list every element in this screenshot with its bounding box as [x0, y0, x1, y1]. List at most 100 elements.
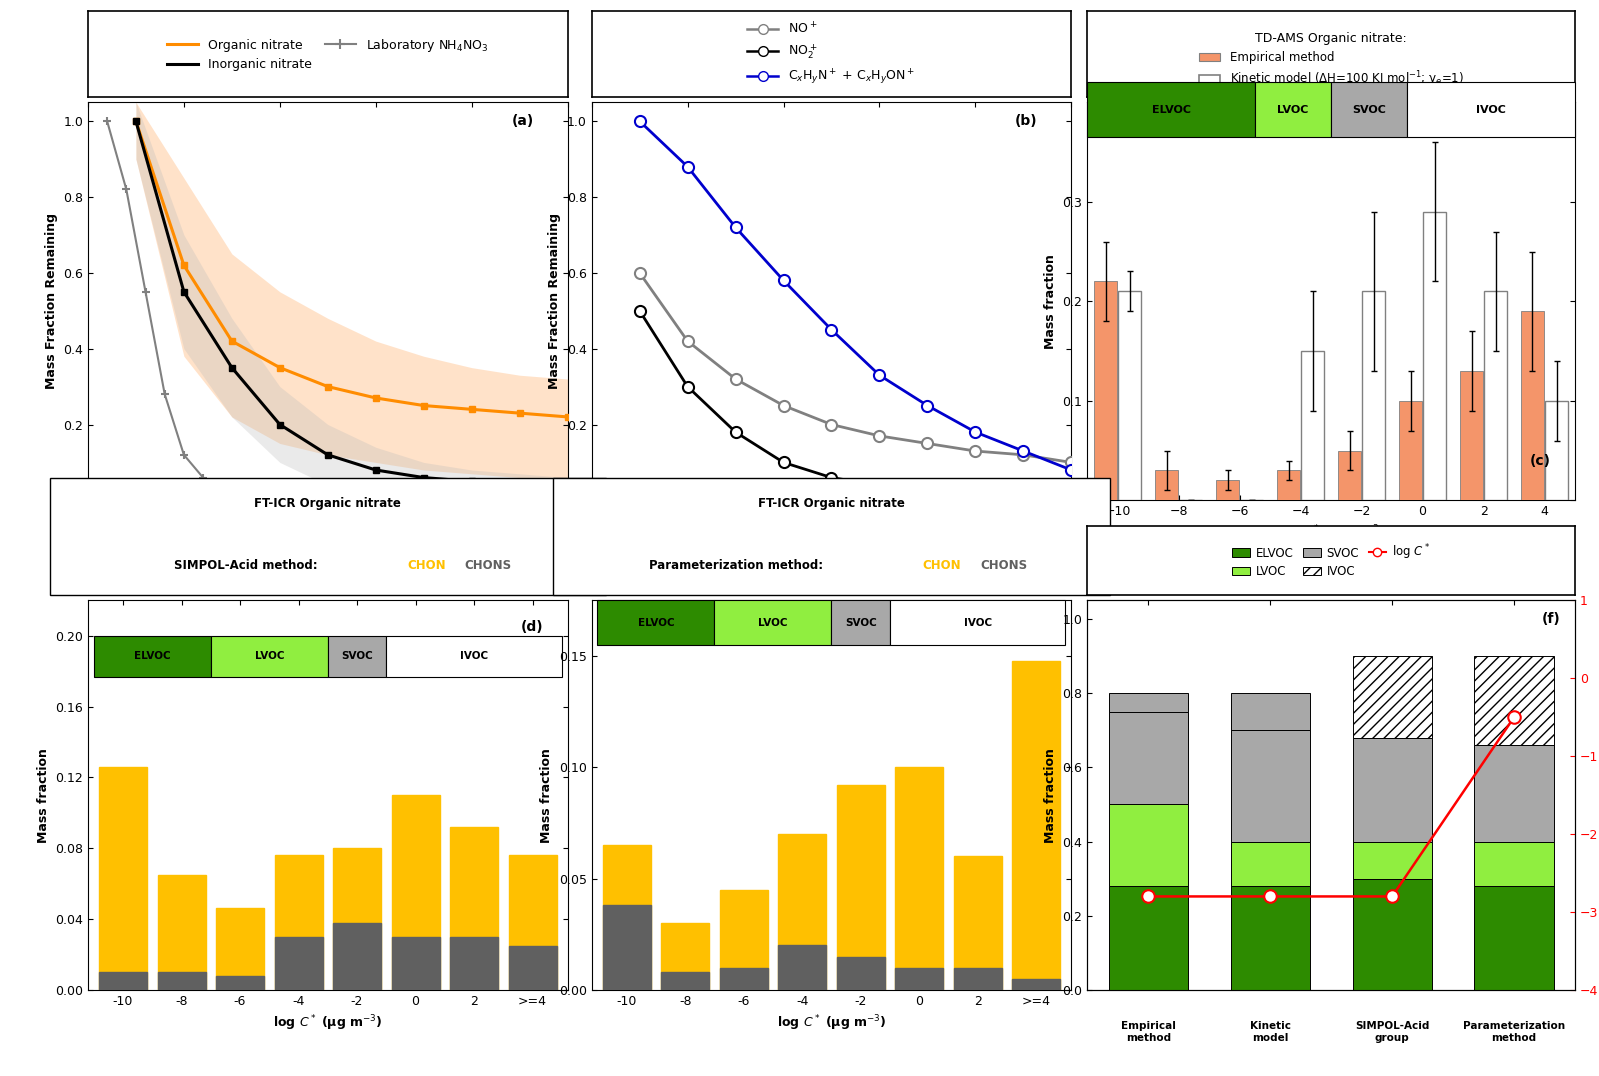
Bar — [1330, 83, 1407, 137]
Text: CHON: CHON — [923, 558, 961, 571]
Bar — [891, 600, 1065, 646]
Text: ELVOC: ELVOC — [1151, 104, 1191, 115]
X-axis label: log $C^*$ (μg m$^{-3}$): log $C^*$ (μg m$^{-3}$) — [777, 1014, 886, 1033]
Text: Empirical
method: Empirical method — [1121, 1021, 1175, 1043]
Bar — [779, 834, 827, 990]
Bar — [1302, 351, 1324, 500]
Text: (c): (c) — [1530, 454, 1551, 468]
Bar — [1460, 371, 1482, 500]
Bar — [211, 636, 328, 677]
Bar — [1012, 979, 1060, 990]
Legend: Empirical method, Kinetic model (ΔH=100 KJ mol$^{-1}$; γ$_e$=1): Empirical method, Kinetic model (ΔH=100 … — [1194, 27, 1468, 94]
X-axis label: $T_{TD}$ (°C): $T_{TD}$ (°C) — [299, 524, 357, 541]
Bar — [1087, 83, 1255, 137]
Bar — [1108, 711, 1188, 805]
Bar — [99, 767, 147, 990]
Bar — [1399, 400, 1422, 500]
Text: (d): (d) — [521, 620, 544, 634]
Bar — [1353, 656, 1431, 738]
Bar — [216, 976, 264, 990]
Bar — [1278, 470, 1300, 500]
Bar — [1094, 282, 1118, 500]
Text: LVOC: LVOC — [254, 651, 285, 661]
Bar — [603, 846, 651, 990]
Bar — [1545, 400, 1569, 500]
Bar — [1407, 83, 1575, 137]
Bar — [1362, 292, 1385, 500]
Bar — [333, 848, 381, 990]
Bar — [715, 600, 831, 646]
Bar — [1423, 212, 1445, 500]
Bar — [895, 967, 943, 990]
Y-axis label: Mass Fraction Remaining: Mass Fraction Remaining — [548, 213, 561, 390]
Bar — [508, 946, 556, 990]
Bar — [1521, 311, 1545, 500]
Bar — [275, 855, 323, 990]
X-axis label: log $C^*$ (μg m$^{-3}$): log $C^*$ (μg m$^{-3}$) — [1276, 524, 1386, 543]
Bar — [1474, 841, 1554, 886]
Bar — [508, 855, 556, 990]
Y-axis label: Mass fraction: Mass fraction — [1044, 748, 1057, 843]
Bar — [1474, 656, 1554, 745]
Bar — [662, 972, 710, 990]
Bar — [1474, 886, 1554, 990]
Bar — [831, 600, 891, 646]
Bar — [158, 973, 206, 990]
Bar — [1474, 745, 1554, 841]
X-axis label: $T_{TD}$ (°C): $T_{TD}$ (°C) — [803, 524, 860, 541]
Bar — [1118, 292, 1142, 500]
Text: Kinetic
model: Kinetic model — [1250, 1021, 1290, 1043]
Bar — [1217, 480, 1239, 500]
Bar — [598, 600, 715, 646]
Bar — [836, 957, 884, 990]
Text: LVOC: LVOC — [758, 618, 788, 627]
Bar — [275, 937, 323, 990]
Text: SVOC: SVOC — [1353, 104, 1386, 115]
Bar — [1108, 693, 1188, 711]
Bar — [449, 827, 497, 990]
Bar — [387, 636, 561, 677]
Bar — [779, 946, 827, 990]
Text: SIMPOL-Acid
group: SIMPOL-Acid group — [1354, 1021, 1430, 1043]
Text: ELVOC: ELVOC — [134, 651, 171, 661]
Bar — [953, 967, 1001, 990]
Bar — [1012, 661, 1060, 990]
Text: IVOC: IVOC — [461, 651, 488, 661]
Bar — [216, 908, 264, 990]
Bar — [1484, 292, 1506, 500]
Bar — [328, 636, 387, 677]
Legend: ELVOC, LVOC, SVOC, IVOC, log $C^*$: ELVOC, LVOC, SVOC, IVOC, log $C^*$ — [1226, 538, 1436, 583]
Legend: NO$^+$, NO$_2^+$, C$_x$H$_y$N$^+$ + C$_x$H$_y$ON$^+$: NO$^+$, NO$_2^+$, C$_x$H$_y$N$^+$ + C$_x… — [742, 16, 921, 91]
Bar — [99, 973, 147, 990]
Text: Parameterization method:: Parameterization method: — [649, 558, 823, 571]
Text: (b): (b) — [1015, 114, 1038, 128]
X-axis label: log $C^*$ (μg m$^{-3}$): log $C^*$ (μg m$^{-3}$) — [273, 1014, 382, 1033]
Text: CHONS: CHONS — [464, 558, 512, 571]
Text: SVOC: SVOC — [341, 651, 373, 661]
Bar — [836, 785, 884, 990]
Text: IVOC: IVOC — [964, 618, 991, 627]
Text: ELVOC: ELVOC — [638, 618, 675, 627]
Bar — [392, 795, 440, 990]
Bar — [720, 967, 768, 990]
Text: (e): (e) — [1025, 620, 1047, 634]
Bar — [1338, 451, 1361, 500]
Text: FT-ICR Organic nitrate: FT-ICR Organic nitrate — [254, 496, 401, 510]
Bar — [720, 890, 768, 990]
Bar — [1156, 470, 1178, 500]
Y-axis label: Mass fraction: Mass fraction — [37, 748, 50, 843]
Bar — [1353, 738, 1431, 841]
Bar — [1108, 805, 1188, 886]
Bar — [1353, 841, 1431, 879]
Text: SIMPOL-Acid method:: SIMPOL-Acid method: — [174, 558, 318, 571]
Bar — [1231, 841, 1310, 886]
Bar — [662, 923, 710, 990]
Bar — [1231, 886, 1310, 990]
Bar — [1255, 83, 1330, 137]
Bar — [553, 478, 1110, 595]
Bar — [953, 856, 1001, 990]
Bar — [333, 922, 381, 990]
Bar — [449, 937, 497, 990]
Bar — [392, 937, 440, 990]
Bar — [50, 478, 606, 595]
